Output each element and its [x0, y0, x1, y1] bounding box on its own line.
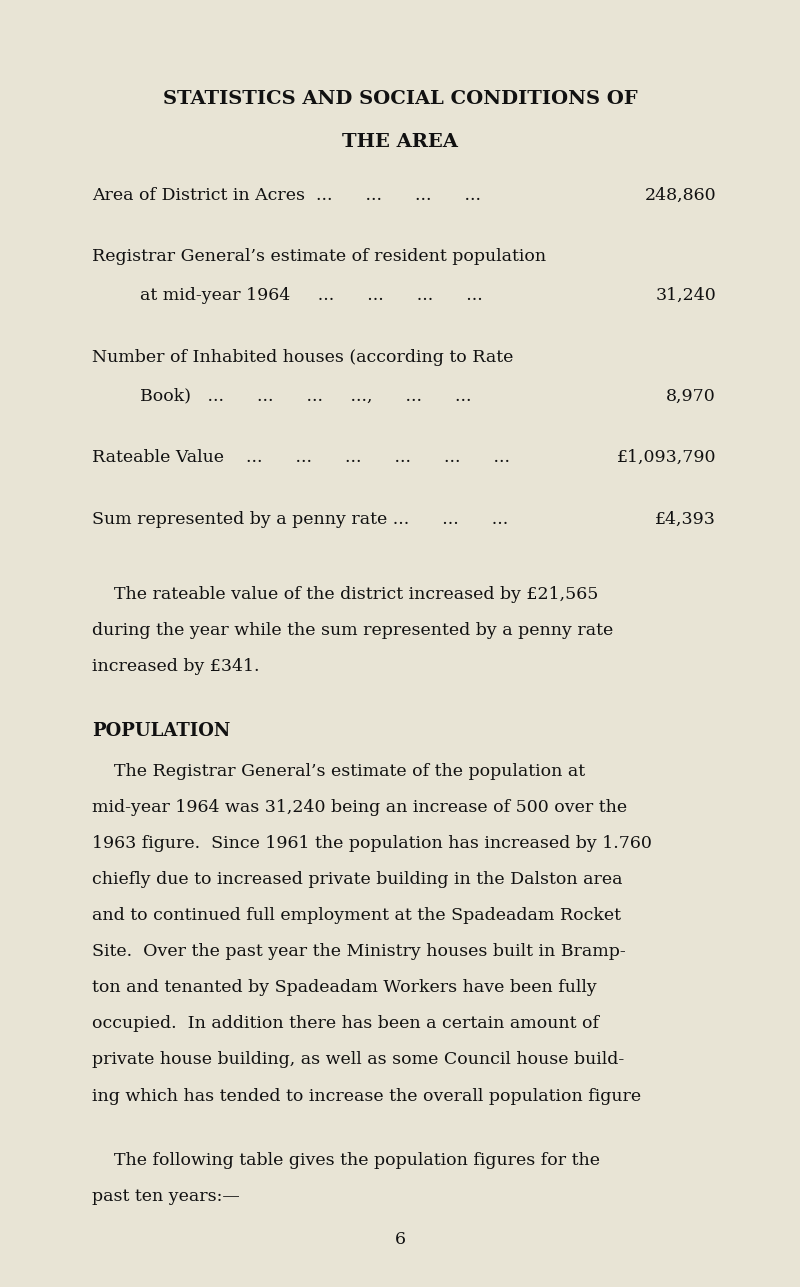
Text: occupied.  In addition there has been a certain amount of: occupied. In addition there has been a c…: [92, 1015, 599, 1032]
Text: private house building, as well as some Council house build-: private house building, as well as some …: [92, 1051, 624, 1068]
Text: chiefly due to increased private building in the Dalston area: chiefly due to increased private buildin…: [92, 871, 622, 888]
Text: Site.  Over the past year the Ministry houses built in Bramp-: Site. Over the past year the Ministry ho…: [92, 943, 626, 960]
Text: ton and tenanted by Spadeadam Workers have been fully: ton and tenanted by Spadeadam Workers ha…: [92, 979, 597, 996]
Text: THE AREA: THE AREA: [342, 133, 458, 151]
Text: Rateable Value    ...      ...      ...      ...      ...      ...: Rateable Value ... ... ... ... ... ...: [92, 449, 510, 466]
Text: ing which has tended to increase the overall population figure: ing which has tended to increase the ove…: [92, 1088, 641, 1104]
Text: Number of Inhabited houses (according to Rate: Number of Inhabited houses (according to…: [92, 349, 514, 366]
Text: and to continued full employment at the Spadeadam Rocket: and to continued full employment at the …: [92, 907, 621, 924]
Text: 1963 figure.  Since 1961 the population has increased by 1.760: 1963 figure. Since 1961 the population h…: [92, 835, 652, 852]
Text: £1,093,790: £1,093,790: [617, 449, 716, 466]
Text: The following table gives the population figures for the: The following table gives the population…: [92, 1152, 600, 1169]
Text: increased by £341.: increased by £341.: [92, 658, 259, 674]
Text: Book)   ...      ...      ...     ...,      ...      ...: Book) ... ... ... ..., ... ...: [140, 387, 471, 404]
Text: 6: 6: [394, 1232, 406, 1248]
Text: Sum represented by a penny rate ...      ...      ...: Sum represented by a penny rate ... ... …: [92, 511, 508, 528]
Text: STATISTICS AND SOCIAL CONDITIONS OF: STATISTICS AND SOCIAL CONDITIONS OF: [162, 90, 638, 108]
Text: Registrar General’s estimate of resident population: Registrar General’s estimate of resident…: [92, 248, 546, 265]
Text: at mid-year 1964     ...      ...      ...      ...: at mid-year 1964 ... ... ... ...: [140, 287, 482, 304]
Text: 31,240: 31,240: [655, 287, 716, 304]
Text: mid-year 1964 was 31,240 being an increase of 500 over the: mid-year 1964 was 31,240 being an increa…: [92, 799, 627, 816]
Text: The rateable value of the district increased by £21,565: The rateable value of the district incre…: [92, 586, 598, 602]
Text: past ten years:—: past ten years:—: [92, 1188, 240, 1205]
Text: 8,970: 8,970: [666, 387, 716, 404]
Text: The Registrar General’s estimate of the population at: The Registrar General’s estimate of the …: [92, 763, 585, 780]
Text: £4,393: £4,393: [655, 511, 716, 528]
Text: 248,860: 248,860: [644, 187, 716, 203]
Text: during the year while the sum represented by a penny rate: during the year while the sum represente…: [92, 622, 614, 638]
Text: POPULATION: POPULATION: [92, 722, 230, 740]
Text: Area of District in Acres  ...      ...      ...      ...: Area of District in Acres ... ... ... ..…: [92, 187, 481, 203]
